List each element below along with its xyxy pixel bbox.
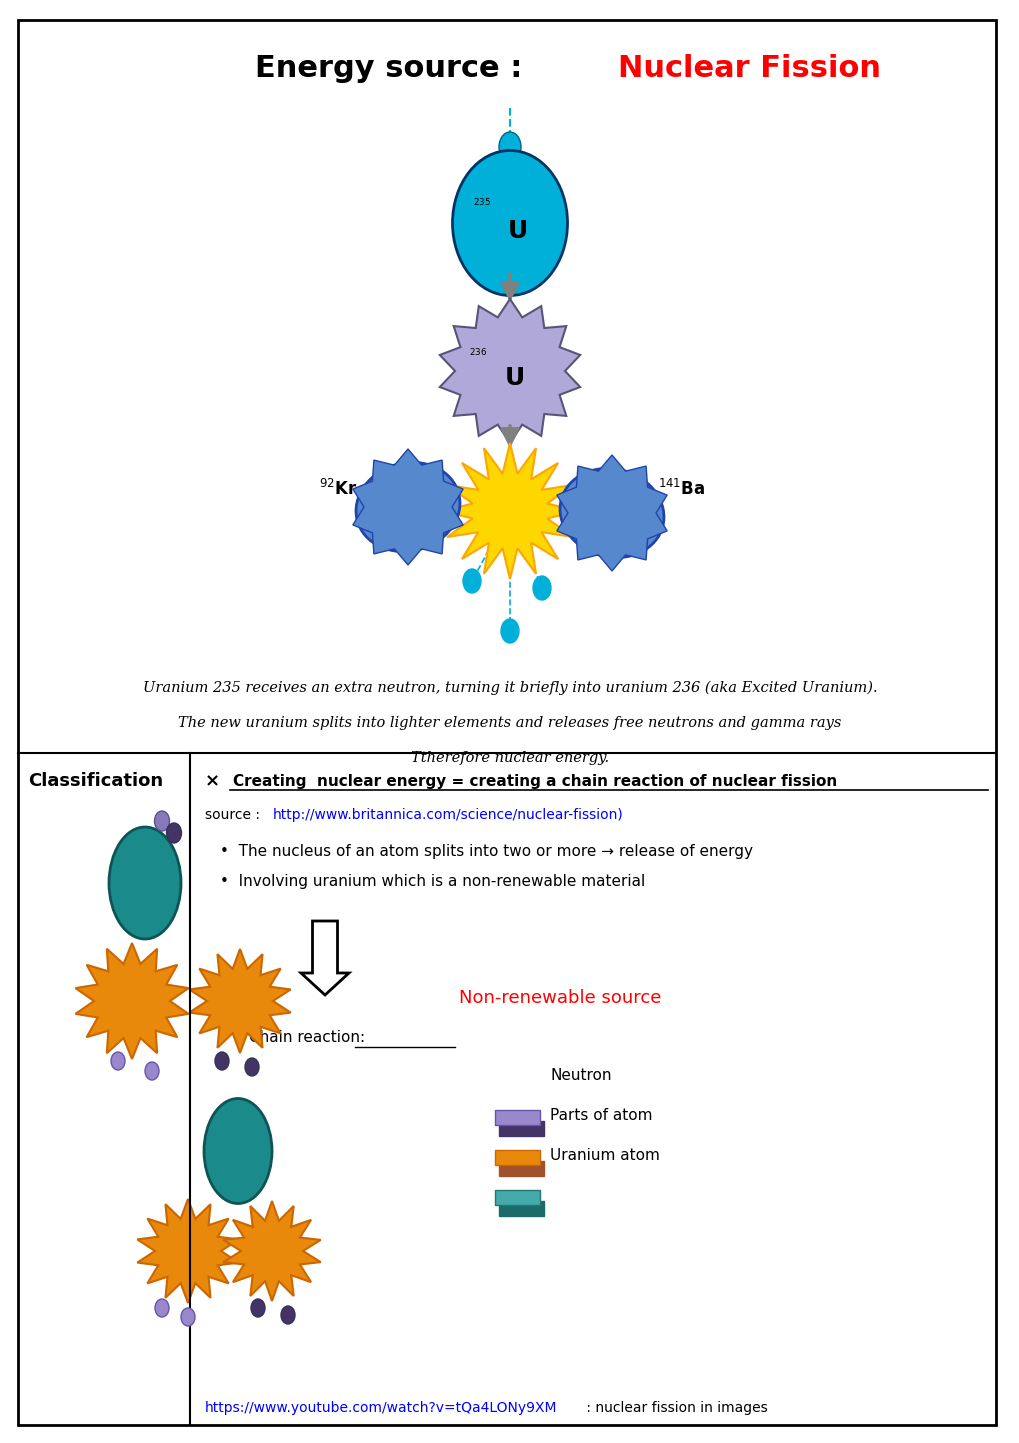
Ellipse shape — [166, 823, 181, 843]
Polygon shape — [556, 455, 666, 571]
Text: $^{235}$: $^{235}$ — [473, 199, 490, 212]
Ellipse shape — [215, 1052, 229, 1071]
Bar — [498, 1162, 543, 1176]
Ellipse shape — [498, 131, 521, 162]
Text: •  The nucleus of an atom splits into two or more → release of energy: • The nucleus of an atom splits into two… — [220, 844, 752, 859]
Text: https://www.youtube.com/watch?v=tQa4LONy9XM: https://www.youtube.com/watch?v=tQa4LONy… — [205, 1401, 557, 1416]
Text: Nuclear Fission: Nuclear Fission — [618, 53, 880, 82]
Text: •  Involving uranium which is a non-renewable material: • Involving uranium which is a non-renew… — [220, 873, 645, 889]
Ellipse shape — [154, 811, 169, 831]
FancyArrow shape — [301, 921, 348, 996]
Text: •  - Chain reaction:: • - Chain reaction: — [220, 1030, 365, 1046]
Bar — [494, 1190, 539, 1205]
Bar — [498, 1201, 543, 1216]
Text: The new uranium splits into lighter elements and releases free neutrons and gamm: The new uranium splits into lighter elem… — [178, 716, 841, 730]
Ellipse shape — [245, 1058, 259, 1076]
Text: $^{92}$Kr: $^{92}$Kr — [319, 479, 357, 499]
Ellipse shape — [500, 619, 519, 644]
Text: $^{141}$Ba: $^{141}$Ba — [657, 479, 705, 499]
Ellipse shape — [463, 569, 481, 593]
Text: U: U — [507, 219, 528, 242]
Ellipse shape — [280, 1306, 294, 1325]
Text: $^{236}$: $^{236}$ — [469, 349, 487, 362]
Text: Uranium 235 receives an extra neutron, turning it briefly into uranium 236 (aka : Uranium 235 receives an extra neutron, t… — [143, 681, 876, 696]
Ellipse shape — [109, 827, 180, 939]
Bar — [498, 1121, 543, 1136]
Ellipse shape — [533, 576, 550, 600]
Text: http://www.britannica.com/science/nuclear-fission): http://www.britannica.com/science/nuclea… — [273, 808, 624, 823]
Ellipse shape — [559, 469, 663, 557]
Text: Neutron: Neutron — [549, 1068, 611, 1082]
Ellipse shape — [145, 1062, 159, 1079]
Ellipse shape — [251, 1299, 265, 1317]
Text: source :: source : — [205, 808, 264, 823]
Ellipse shape — [452, 150, 567, 296]
Polygon shape — [353, 449, 463, 566]
Polygon shape — [441, 443, 578, 579]
Text: Energy source :: Energy source : — [255, 53, 533, 82]
Text: Non-renewable source: Non-renewable source — [459, 988, 660, 1007]
Text: : nuclear fission in images: : nuclear fission in images — [582, 1401, 767, 1416]
Ellipse shape — [356, 462, 460, 551]
Polygon shape — [223, 1201, 320, 1302]
Text: U: U — [504, 367, 525, 390]
Bar — [494, 1110, 539, 1126]
Text: Classification: Classification — [28, 772, 163, 789]
Ellipse shape — [111, 1052, 125, 1071]
Text: Creating  nuclear energy = creating a chain reaction of nuclear fission: Creating nuclear energy = creating a cha… — [232, 773, 837, 788]
Ellipse shape — [155, 1299, 169, 1317]
Text: Parts of atom: Parts of atom — [549, 1107, 652, 1123]
Text: ×: × — [205, 772, 232, 789]
Text: Ttherefore nuclear energy.: Ttherefore nuclear energy. — [411, 750, 608, 765]
Ellipse shape — [180, 1307, 195, 1326]
Ellipse shape — [204, 1098, 272, 1203]
Polygon shape — [190, 949, 290, 1053]
Polygon shape — [439, 299, 580, 443]
Bar — [494, 1150, 539, 1165]
Polygon shape — [75, 942, 189, 1059]
Text: Uranium atom: Uranium atom — [549, 1147, 659, 1163]
Polygon shape — [138, 1199, 238, 1303]
